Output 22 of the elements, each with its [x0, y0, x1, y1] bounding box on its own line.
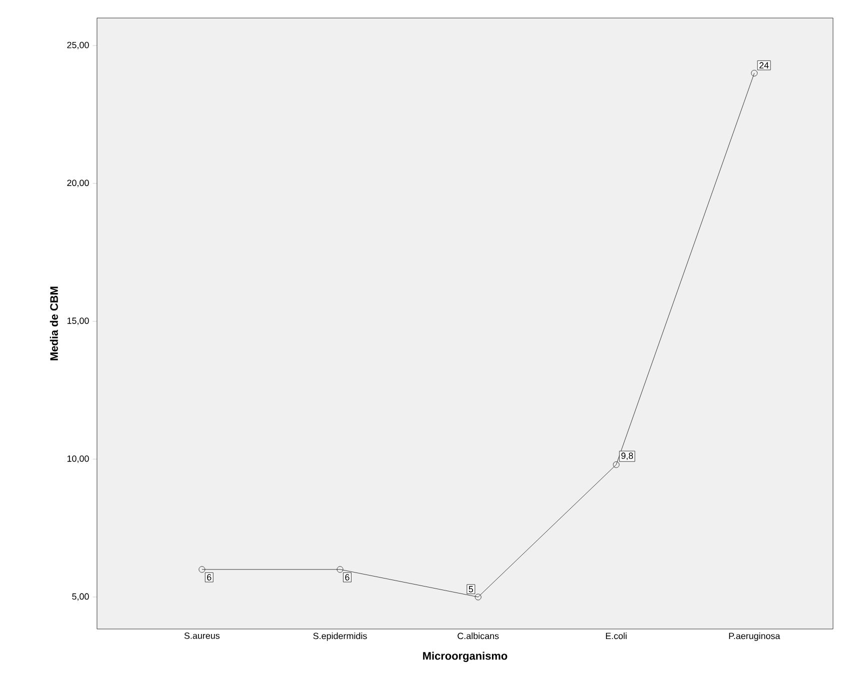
point	[474, 594, 482, 600]
y-tick-label: 10,00	[67, 455, 89, 463]
y-axis-title: Media de CBM	[50, 286, 58, 360]
point	[336, 566, 344, 573]
y-tick-label: 25,00	[67, 42, 89, 50]
point	[613, 461, 620, 468]
data-label: 6	[345, 574, 350, 580]
data-label: 9,8	[621, 452, 633, 460]
point	[751, 70, 758, 76]
x-tick-label: S.epidermidis	[313, 632, 367, 641]
data-label: 6	[207, 574, 212, 580]
x-tick-label: E.coli	[606, 632, 627, 640]
data-label: 5	[468, 586, 474, 592]
x-tick-label: C.albicans	[458, 632, 499, 640]
y-tick-label: 20,00	[67, 180, 89, 188]
y-tick-label: 15,00	[67, 318, 89, 325]
point	[198, 566, 206, 573]
x-axis-title: Microorganismo	[423, 652, 508, 662]
x-tick-label: S.aureus	[184, 632, 220, 639]
data-label: 24	[759, 62, 769, 68]
y-tick-label: 5,00	[72, 593, 89, 601]
x-tick-label: P.aeruginosa	[729, 632, 780, 641]
